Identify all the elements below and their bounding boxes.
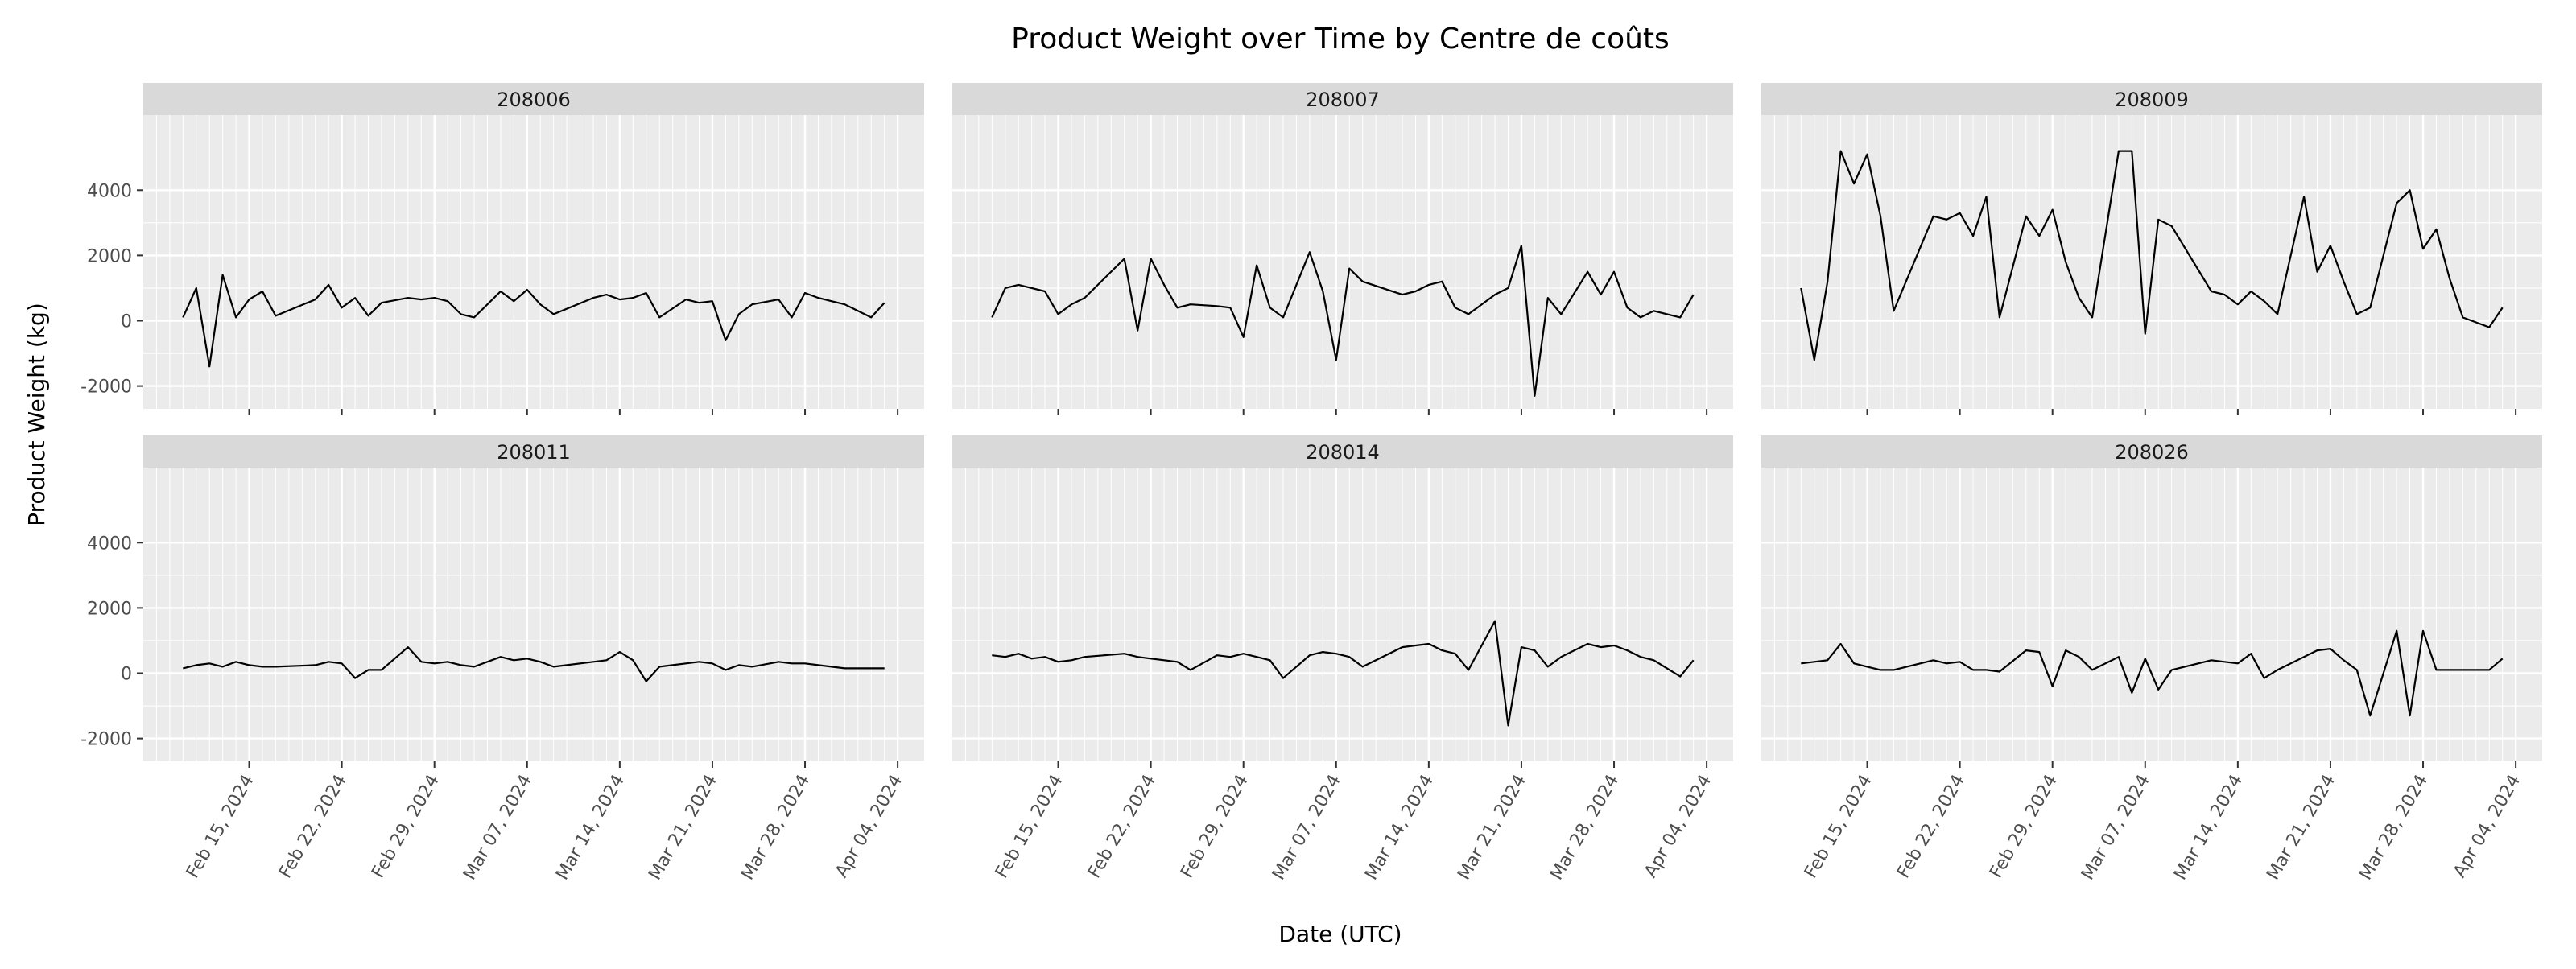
y-tick-label: 2000: [87, 246, 132, 266]
y-tick-label: -2000: [80, 730, 132, 750]
facet-label: 208007: [1306, 89, 1380, 111]
x-tick-label: Feb 15, 2024: [183, 772, 258, 882]
x-tick-label: Feb 29, 2024: [368, 772, 444, 882]
panel-background: [952, 468, 1733, 761]
x-tick-label: Mar 21, 2024: [645, 772, 721, 884]
x-tick-label: Feb 15, 2024: [1801, 772, 1876, 882]
x-tick-label: Mar 28, 2024: [737, 772, 814, 884]
series-line: [1800, 150, 2504, 361]
x-tick-label: Mar 14, 2024: [552, 772, 629, 884]
y-tick-label: 2000: [87, 599, 132, 619]
y-tick-label: 0: [121, 312, 132, 332]
x-tick-label: Mar 14, 2024: [1361, 772, 1438, 884]
x-tick-label: Mar 07, 2024: [1269, 772, 1345, 884]
x-tick-label: Apr 04, 2024: [832, 772, 906, 881]
y-tick-label: 4000: [87, 181, 132, 201]
facet-label: 208006: [497, 89, 571, 111]
facet-strip: [1761, 435, 2542, 468]
x-tick-label: Feb 22, 2024: [1084, 772, 1160, 882]
y-tick-label: 0: [121, 665, 132, 685]
x-tick-label: Mar 14, 2024: [2170, 772, 2247, 884]
facet-strip: [952, 83, 1733, 115]
series-line: [991, 245, 1695, 397]
y-tick-label: 4000: [87, 534, 132, 554]
y-tick-label: -2000: [80, 377, 132, 398]
panel-background: [143, 468, 924, 761]
x-tick-label: Feb 22, 2024: [275, 772, 351, 882]
x-tick-label: Feb 29, 2024: [1986, 772, 2062, 882]
panel-background: [1761, 115, 2542, 409]
x-tick-label: Feb 22, 2024: [1893, 772, 1969, 882]
facet-strip: [143, 83, 924, 115]
x-axis-label: Date (UTC): [1278, 921, 1402, 947]
x-tick-label: Mar 28, 2024: [1546, 772, 1623, 884]
facet-label: 208011: [497, 441, 571, 464]
x-tick-label: Mar 21, 2024: [1454, 772, 1530, 884]
facet-strip: [952, 435, 1733, 468]
x-tick-label: Mar 21, 2024: [2263, 772, 2339, 884]
chart-title: Product Weight over Time by Centre de co…: [1011, 23, 1670, 56]
x-tick-label: Mar 07, 2024: [460, 772, 536, 884]
x-tick-label: Feb 15, 2024: [992, 772, 1067, 882]
x-tick-label: Apr 04, 2024: [2450, 772, 2524, 881]
facet-label: 208026: [2115, 441, 2189, 464]
facet-strip: [1761, 83, 2542, 115]
facet-label: 208014: [1306, 441, 1380, 464]
series-line: [1801, 629, 2504, 717]
x-tick-label: Mar 07, 2024: [2078, 772, 2154, 884]
x-tick-label: Apr 04, 2024: [1641, 772, 1715, 881]
panel-background: [143, 115, 924, 409]
x-tick-label: Feb 29, 2024: [1177, 772, 1253, 882]
panel-background: [1761, 468, 2542, 761]
series-line: [182, 274, 886, 368]
facet-panels: 208006 -2000 0 2000 4000 208007 208009 208011 -2…: [80, 83, 2542, 884]
facet-label: 208009: [2115, 89, 2189, 111]
x-tick-label: Mar 28, 2024: [2355, 772, 2432, 884]
panel-background: [952, 115, 1733, 409]
y-axis-label: Product Weight (kg): [23, 303, 50, 526]
series-line: [992, 620, 1695, 727]
facet-strip: [143, 435, 924, 468]
series-line: [183, 645, 885, 682]
